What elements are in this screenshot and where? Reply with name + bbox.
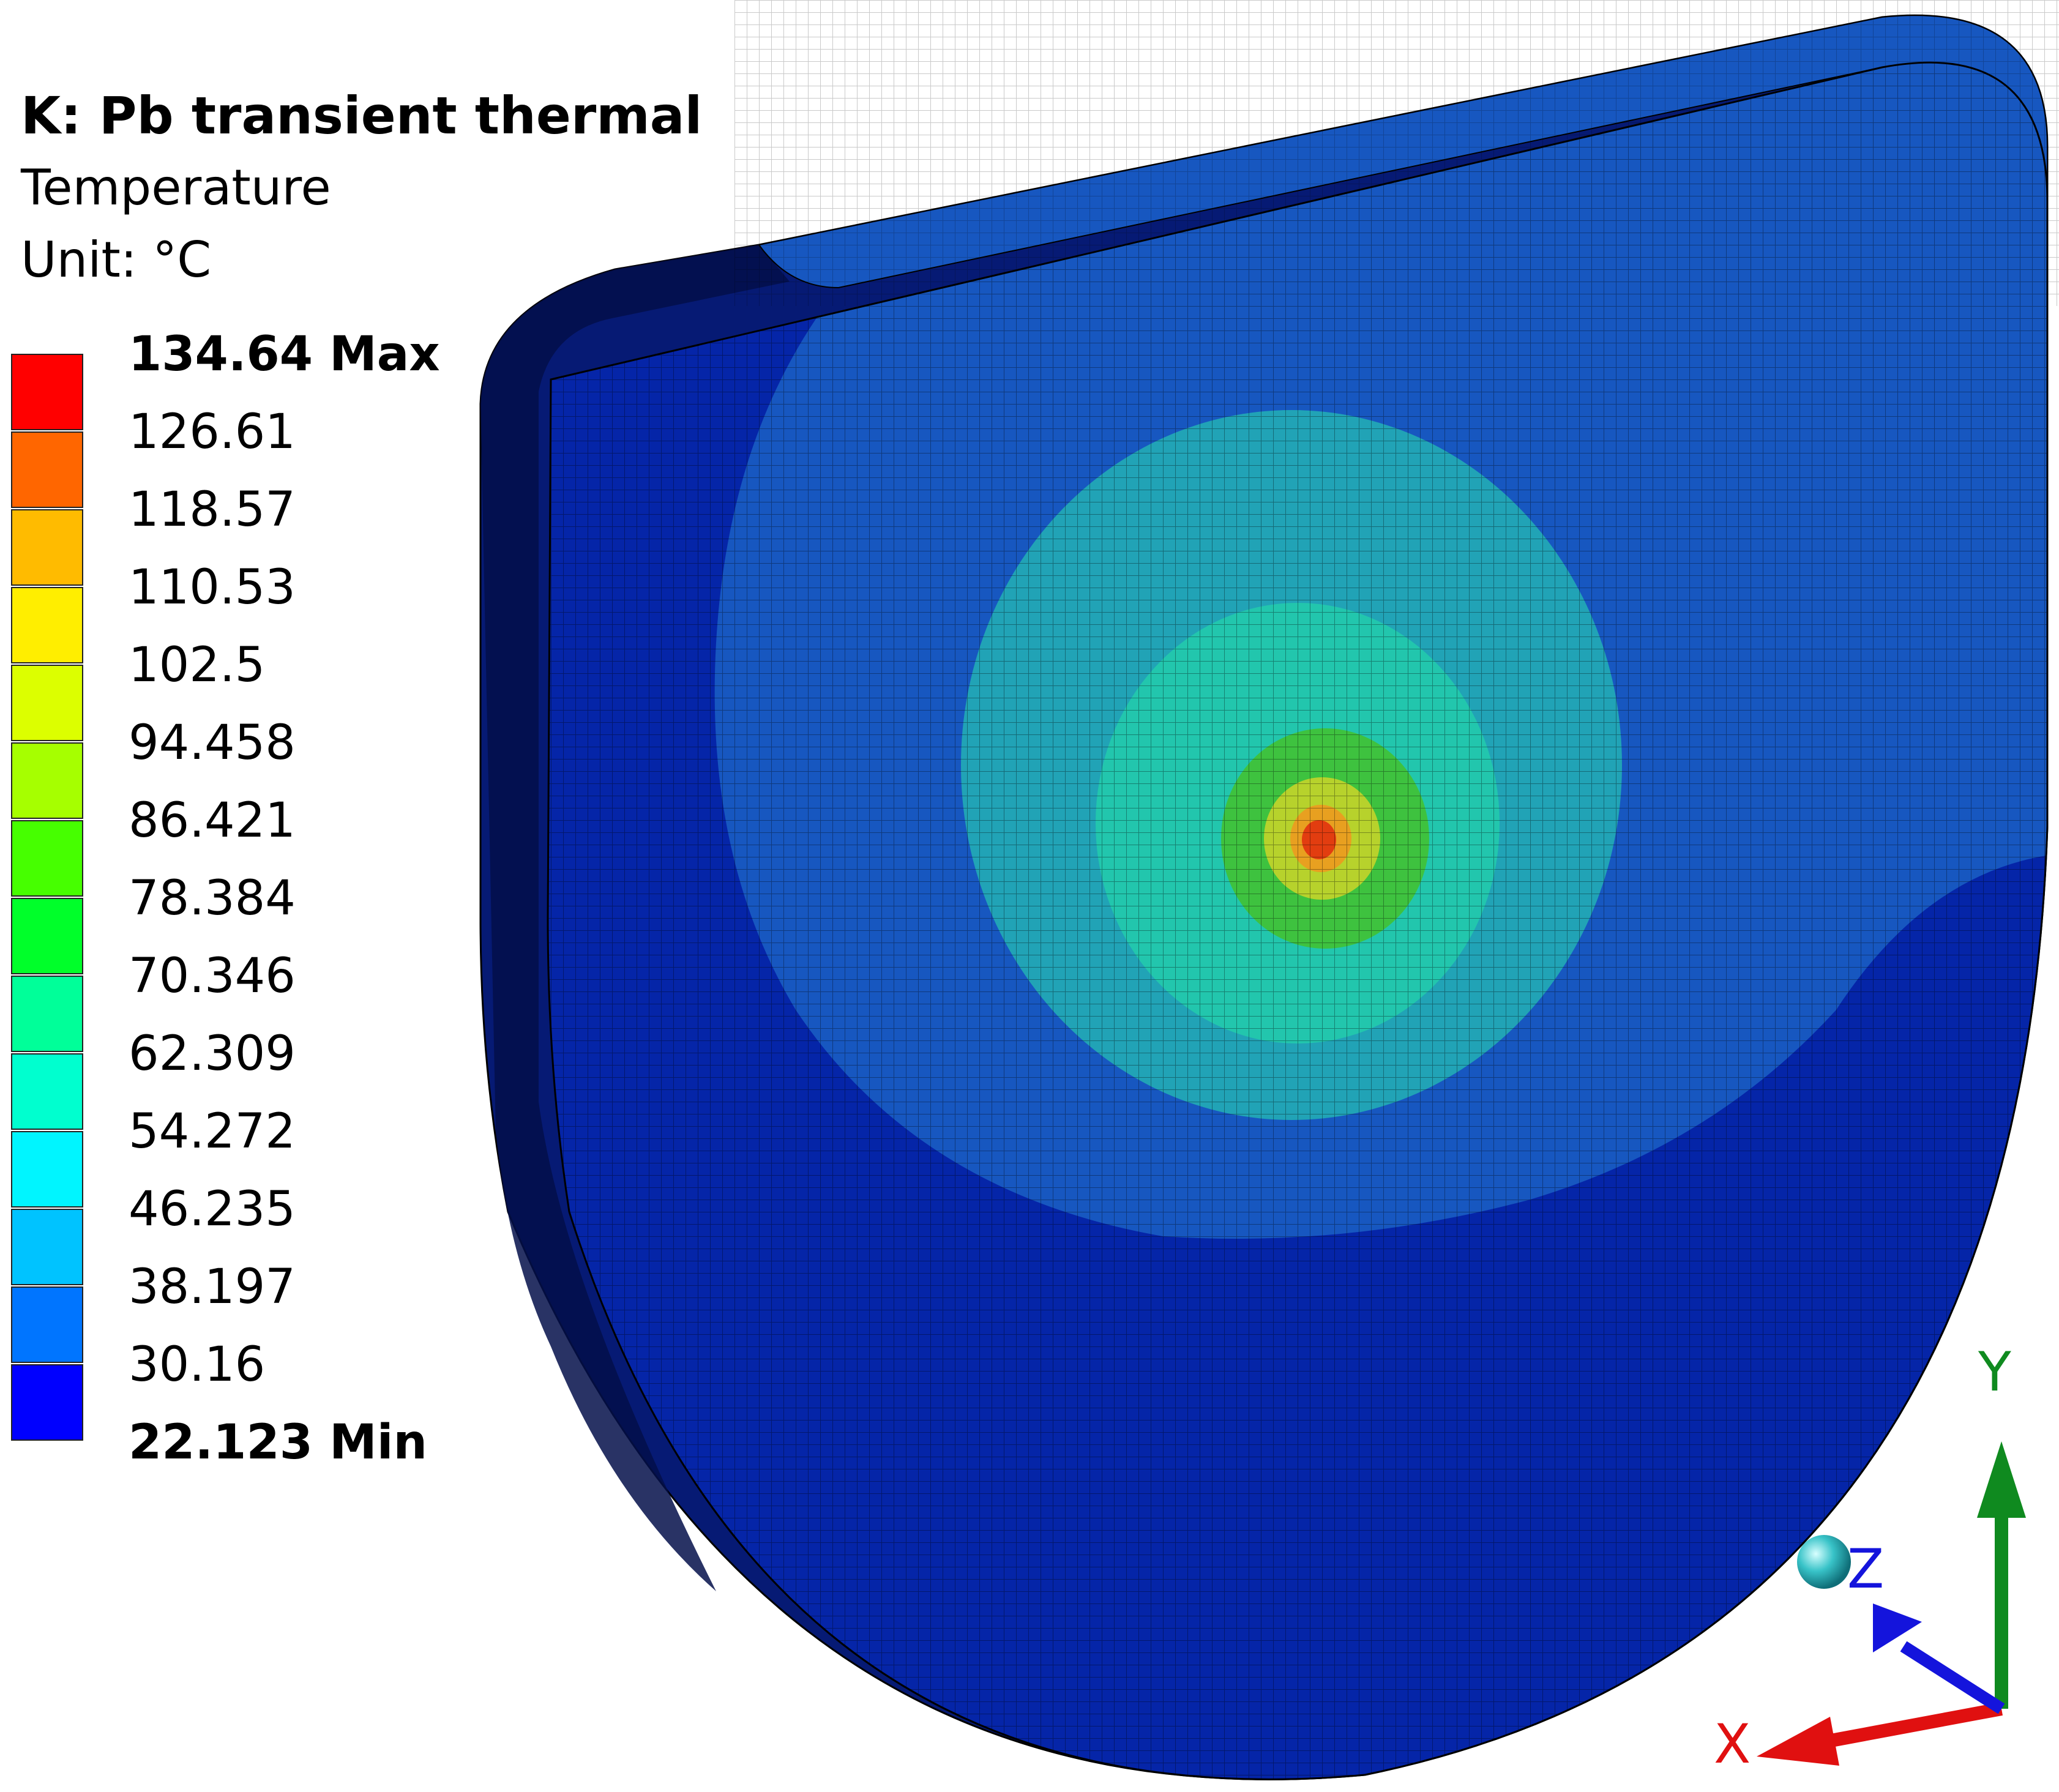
legend-level-label: 126.61	[129, 405, 296, 460]
z-axis-arrowhead	[1873, 1603, 1922, 1652]
z-axis-shaft	[1900, 1641, 2005, 1714]
legend-level-label: 54.272	[129, 1104, 296, 1159]
legend-level-label: 118.57	[129, 482, 296, 537]
x-axis-label: X	[1714, 1712, 1751, 1775]
legend-min-label: 22.123 Min	[129, 1415, 428, 1470]
legend-level-label: 110.53	[129, 560, 296, 615]
front-face	[548, 62, 2047, 1780]
legend-swatch[interactable]	[11, 1364, 83, 1441]
x-axis-shaft	[1816, 1702, 2003, 1750]
legend-swatch[interactable]	[11, 354, 83, 430]
legend-swatch[interactable]	[11, 1286, 83, 1363]
y-axis-label: Y	[1978, 1340, 2011, 1403]
y-axis-arrowhead	[1977, 1441, 2026, 1518]
legend-swatch[interactable]	[11, 898, 83, 974]
z-axis-label: Z	[1847, 1537, 1885, 1600]
legend-swatch[interactable]	[11, 665, 83, 741]
x-axis-arrowhead	[1757, 1717, 1839, 1766]
result-quantity: Temperature	[21, 159, 331, 216]
legend-swatch[interactable]	[11, 742, 83, 819]
view-origin-ball[interactable]	[1797, 1535, 1851, 1589]
legend-level-label: 30.16	[129, 1337, 266, 1392]
legend-swatch[interactable]	[11, 509, 83, 586]
legend-level-label: 70.346	[129, 949, 296, 1004]
legend-swatch[interactable]	[11, 1053, 83, 1130]
result-title: K: Pb transient thermal	[21, 86, 703, 146]
legend-swatch[interactable]	[11, 976, 83, 1052]
legend-swatch[interactable]	[11, 820, 83, 897]
legend-level-label: 46.235	[129, 1182, 296, 1237]
axis-triad	[1757, 1441, 2026, 1766]
side-edge-band	[480, 245, 790, 1591]
result-title-block: K: Pb transient thermal Temperature Unit…	[21, 80, 702, 296]
legend-swatch[interactable]	[11, 1131, 83, 1208]
legend-swatch[interactable]	[11, 1209, 83, 1285]
legend-level-label: 86.421	[129, 793, 296, 848]
legend-max-label: 134.64 Max	[129, 327, 440, 382]
legend-level-label: 94.458	[129, 715, 296, 771]
legend-swatch[interactable]	[11, 587, 83, 663]
legend-swatch[interactable]	[11, 431, 83, 508]
legend-level-label: 38.197	[129, 1260, 296, 1315]
front-face-outline	[547, 61, 2049, 1780]
result-unit: Unit: °C	[21, 231, 212, 288]
legend-level-label: 62.309	[129, 1026, 296, 1081]
legend-level-label: 78.384	[129, 871, 296, 926]
legend-level-label: 102.5	[129, 638, 266, 693]
